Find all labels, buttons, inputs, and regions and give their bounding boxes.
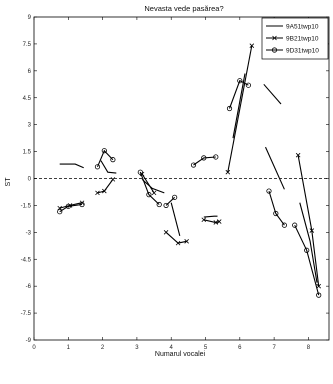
series-line-segment [100, 160, 117, 174]
series-line-segment [232, 73, 246, 139]
data-point-circle [101, 148, 107, 154]
data-point-circle [201, 155, 207, 161]
series-layer [57, 43, 322, 298]
series-line-segment [263, 83, 282, 105]
data-point-circle [79, 201, 85, 208]
data-point-x [225, 169, 231, 175]
x-tick-label: 5 [204, 345, 208, 351]
chart-title: Nevasta vede pasărea? [144, 4, 223, 13]
data-point-circle [213, 154, 219, 160]
data-point-circle [273, 210, 279, 217]
data-point-x [57, 205, 63, 211]
data-point-x [216, 219, 222, 224]
data-point-x [316, 283, 321, 289]
legend-label: 9A51twp10 [286, 23, 319, 30]
data-point-circle [137, 169, 143, 175]
data-point-circle [271, 47, 278, 53]
data-point-circle [316, 292, 322, 298]
series-9D31twp10 [57, 78, 322, 298]
series-line-segment [299, 202, 318, 283]
data-point-circle [281, 222, 288, 228]
series-line-segment [170, 202, 181, 237]
series-line-segment [264, 146, 285, 190]
series-line-segment [193, 156, 216, 166]
x-tick-label: 4 [170, 345, 174, 351]
data-point-circle [190, 162, 197, 168]
data-point-x [163, 230, 169, 235]
y-axis-label: ST [5, 177, 12, 187]
y-axis: 9 7.5 6 4.5 3 1.5 0 -1.5 -3 -4.5 -6 -7.5 -9 [21, 15, 329, 344]
data-point-x [213, 220, 219, 225]
y-tick-label: -6 [26, 284, 32, 290]
y-tick-label: -4.5 [21, 257, 32, 263]
y-tick-label: -7.5 [21, 311, 32, 317]
y-tick-label: 6 [28, 69, 32, 75]
series-9B21twp10 [57, 43, 321, 289]
data-point-x [295, 152, 301, 158]
series-line-segment [268, 190, 285, 226]
data-point-circle [304, 247, 310, 253]
x-tick-label: 2 [101, 345, 105, 351]
series-line-segment [228, 79, 249, 109]
y-tick-label: 7.5 [23, 42, 32, 48]
series-line-segment [141, 173, 155, 194]
series-line-segment [59, 163, 84, 169]
y-tick-label: 0 [28, 177, 32, 183]
x-axis-label: Numarul vocalei [155, 351, 206, 358]
data-point-x [175, 240, 181, 246]
y-tick-label: 9 [28, 15, 32, 21]
data-point-x [102, 188, 107, 194]
x-tick-label: 1 [67, 345, 71, 351]
x-tick-label: 6 [238, 345, 242, 351]
series-line-segment [227, 45, 253, 173]
data-point-x [95, 190, 100, 196]
legend-label: 9D31twp10 [286, 47, 319, 54]
y-tick-label: -1.5 [21, 203, 32, 209]
x-axis: 0 1 2 3 4 5 6 7 8 [32, 17, 311, 351]
legend: 9A51twp10 9B21twp10 9D31twp10 [261, 17, 329, 60]
y-tick-label: -9 [26, 338, 32, 344]
legend-label: 9B21twp10 [286, 35, 319, 42]
data-point-circle [110, 157, 116, 163]
data-point-circle [65, 203, 71, 209]
y-tick-label: 4.5 [23, 96, 32, 102]
y-tick-label: 1.5 [23, 150, 32, 156]
data-point-circle [156, 201, 162, 208]
data-point-x [79, 200, 85, 206]
series-line-segment [141, 178, 165, 194]
series-9A51twp10 [59, 73, 318, 283]
legend-entry: 9D31twp10 [266, 47, 319, 54]
series-line-segment [59, 203, 83, 213]
data-point-circle [94, 164, 101, 170]
x-tick-label: 8 [307, 345, 311, 351]
x-tick-label: 7 [272, 345, 276, 351]
x-tick-label: 0 [32, 345, 36, 351]
data-point-circle [146, 192, 152, 198]
series-line-segment [96, 149, 114, 168]
data-point-circle [266, 188, 272, 194]
data-point-x [272, 35, 277, 41]
data-point-x [184, 239, 189, 244]
data-point-circle [57, 209, 63, 215]
legend-entry: 9B21twp10 [266, 35, 319, 42]
data-point-circle [163, 202, 169, 209]
data-point-circle [237, 78, 243, 84]
series-line-segment [139, 172, 160, 205]
data-point-x [249, 43, 255, 48]
series-line-segment [203, 215, 218, 218]
series-line-segment [294, 224, 320, 296]
y-tick-label: 3 [28, 123, 32, 129]
x-tick-label: 3 [135, 345, 139, 351]
data-point-circle [172, 194, 178, 200]
data-point-x [151, 190, 157, 196]
data-point-circle [292, 222, 298, 228]
data-point-x [110, 177, 116, 182]
legend-entry: 9A51twp10 [266, 23, 319, 30]
data-point-x [309, 228, 315, 233]
data-point-circle [245, 82, 251, 88]
y-tick-label: -3 [26, 230, 32, 236]
data-point-x [201, 217, 207, 223]
data-point-circle [226, 105, 233, 112]
